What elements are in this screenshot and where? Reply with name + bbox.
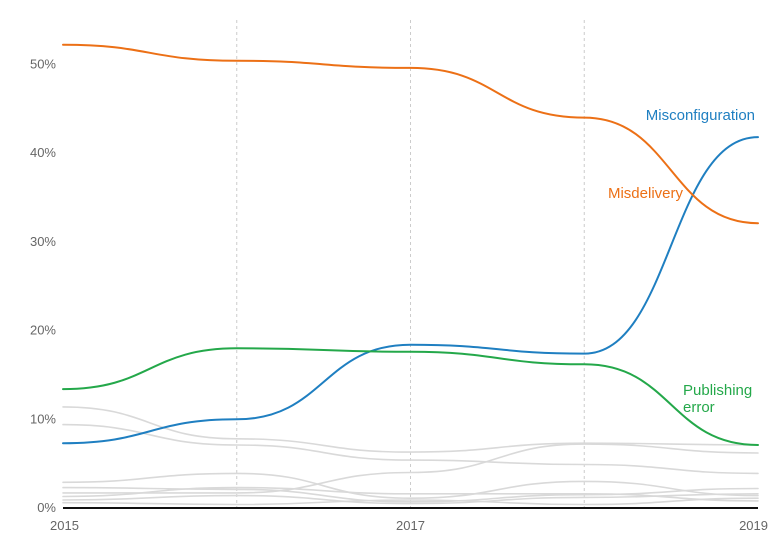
context-series-line: [62, 443, 759, 494]
series-line-publishing-error: [62, 347, 759, 446]
x-axis-ticks: 2015 2017 2019: [50, 518, 768, 533]
y-tick-label: 50%: [30, 56, 56, 71]
context-series-line: [62, 486, 759, 502]
x-tick-label: 2015: [50, 518, 79, 533]
y-axis-ticks: 0% 10% 20% 30% 40% 50%: [30, 56, 56, 515]
y-tick-label: 0%: [37, 500, 56, 515]
y-tick-label: 10%: [30, 411, 56, 426]
context-series-line: [62, 406, 759, 453]
context-series-line: [62, 423, 759, 475]
y-tick-label: 30%: [30, 234, 56, 249]
y-tick-label: 40%: [30, 145, 56, 160]
series-label-misconfiguration: Misconfiguration: [646, 107, 755, 124]
x-tick-label: 2019: [739, 518, 768, 533]
series-labels: Misconfiguration Misdelivery Publishing err…: [608, 107, 755, 416]
y-tick-label: 20%: [30, 323, 56, 338]
x-tick-label: 2017: [396, 518, 425, 533]
series-line-misconfiguration: [62, 136, 759, 445]
context-series-line: [62, 472, 759, 500]
series-label-misdelivery: Misdelivery: [608, 185, 684, 202]
context-series-line: [62, 497, 759, 506]
gridlines: [236, 20, 585, 508]
series-label-publishing-error: Publishing error: [683, 382, 752, 416]
series-line-misdelivery: [62, 43, 759, 225]
context-series-lines: [62, 406, 759, 506]
highlight-series-lines: [62, 43, 759, 446]
context-series-line: [62, 493, 759, 505]
